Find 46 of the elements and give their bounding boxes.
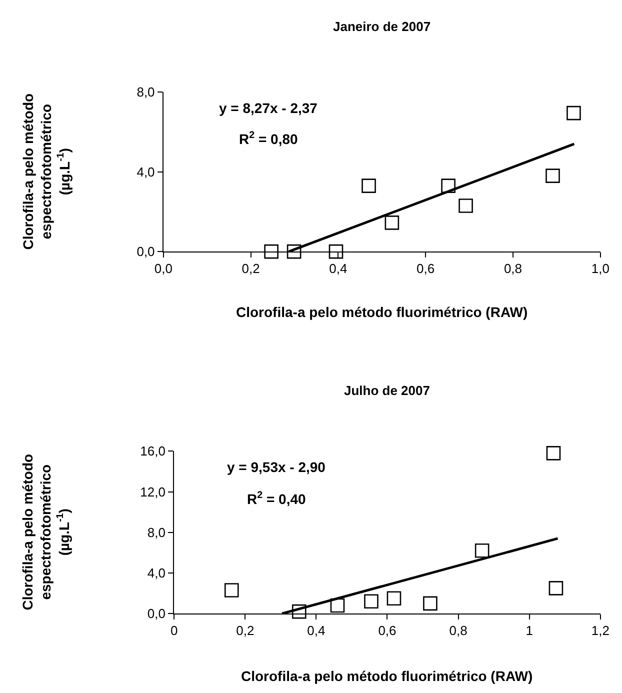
x-axis-title: Clorofila-a pelo método fluorimétrico (RAW)	[236, 304, 528, 320]
point	[474, 543, 490, 558]
chart-title: Janeiro de 2007	[333, 19, 431, 34]
annotation: R$^{2}$ = 0,80	[239, 130, 298, 147]
x-tick-label: 0,6	[416, 261, 435, 276]
point	[264, 244, 278, 259]
y-tick-label: 4,0	[136, 164, 155, 180]
point	[441, 178, 456, 193]
point	[423, 596, 438, 611]
point	[546, 446, 561, 460]
x-tick-label: 1,0	[591, 261, 610, 276]
point	[224, 583, 239, 598]
point	[286, 244, 302, 259]
annotation: y = 9,53x - 2,90	[227, 459, 326, 475]
x-tick-label: 0,2	[242, 261, 260, 276]
y-tick-label: 0,0	[147, 606, 166, 622]
point	[548, 581, 564, 596]
point	[328, 244, 344, 259]
x-tick-label: 1,2	[591, 623, 610, 638]
point	[458, 198, 473, 213]
x-tick-label: 0,4	[307, 623, 326, 638]
x-tick-label: 1	[526, 623, 533, 638]
x-tick-label: 0,4	[329, 261, 348, 276]
y-tick-label: 12,0	[140, 484, 166, 500]
x-axis-title: Clorofila-a pelo método fluorimétrico (RAW)	[241, 668, 533, 684]
point	[364, 594, 378, 609]
annotation: y = 8,27x - 2,37	[219, 100, 318, 116]
y-tick-label: 8,0	[136, 84, 155, 100]
x-tick-label: 0,2	[236, 623, 254, 638]
point	[386, 591, 402, 606]
y-tick-label: 8,0	[147, 524, 166, 540]
x-tick-label: 0,8	[449, 623, 468, 638]
y-tick-label: 16,0	[140, 444, 166, 459]
y-tick-label: 0,0	[136, 244, 155, 260]
point	[566, 106, 581, 120]
point	[384, 216, 400, 230]
x-tick-label: 0	[170, 623, 178, 638]
x-tick-label: 0,6	[378, 623, 396, 638]
point	[546, 168, 560, 183]
annotation: R$^{2}$ = 0,40	[247, 490, 306, 507]
chart-title: Julho de 2007	[344, 383, 430, 398]
point	[330, 598, 345, 613]
x-tick-label: 0,8	[504, 261, 522, 276]
point	[292, 604, 306, 619]
point	[362, 178, 376, 193]
y-tick-label: 4,0	[147, 566, 166, 581]
